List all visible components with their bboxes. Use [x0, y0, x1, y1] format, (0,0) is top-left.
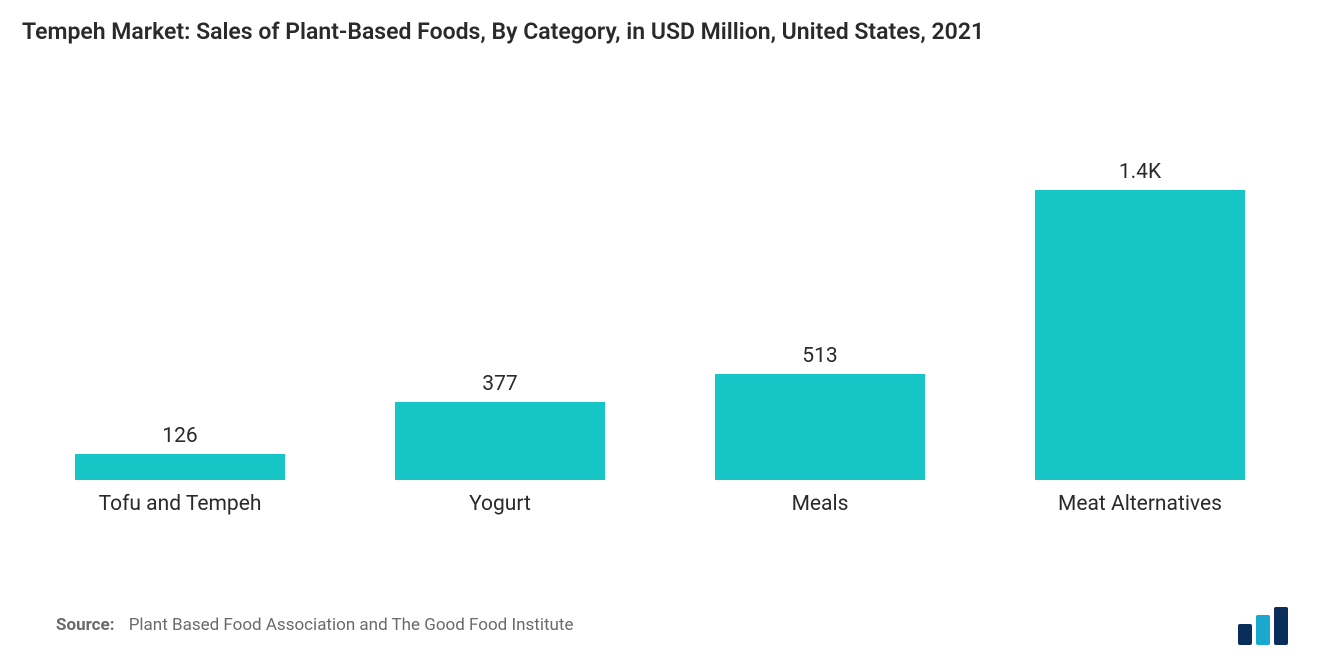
- logo-bar-0: [1238, 624, 1252, 645]
- category-label-3: Meat Alternatives: [1030, 492, 1250, 516]
- chart-title: Tempeh Market: Sales of Plant-Based Food…: [22, 18, 984, 45]
- source-attribution: Source: Plant Based Food Association and…: [56, 615, 573, 635]
- bar-value-label: 513: [802, 344, 837, 368]
- bar-chart: 126 Tofu and Tempeh 377 Yogurt 513 Meals…: [40, 70, 1280, 530]
- bar-value-label: 377: [482, 372, 517, 396]
- logo-bar-2: [1274, 607, 1288, 645]
- bar-group-3: 1.4K: [1030, 160, 1250, 480]
- bar: [395, 402, 605, 480]
- bar-value-label: 1.4K: [1119, 160, 1161, 184]
- bar-value-label: 126: [162, 424, 197, 448]
- source-label: Source:: [56, 615, 114, 635]
- bar-group-1: 377: [390, 372, 610, 480]
- logo-bar-1: [1256, 615, 1270, 645]
- brand-logo-icon: [1236, 607, 1292, 645]
- bar: [75, 454, 285, 480]
- bar: [1035, 190, 1245, 480]
- category-label-1: Yogurt: [390, 492, 610, 516]
- category-label-0: Tofu and Tempeh: [70, 492, 290, 516]
- bar-group-2: 513: [710, 344, 930, 480]
- category-label-2: Meals: [710, 492, 930, 516]
- bar: [715, 374, 925, 480]
- source-text: Plant Based Food Association and The Goo…: [129, 615, 574, 635]
- bar-group-0: 126: [70, 424, 290, 480]
